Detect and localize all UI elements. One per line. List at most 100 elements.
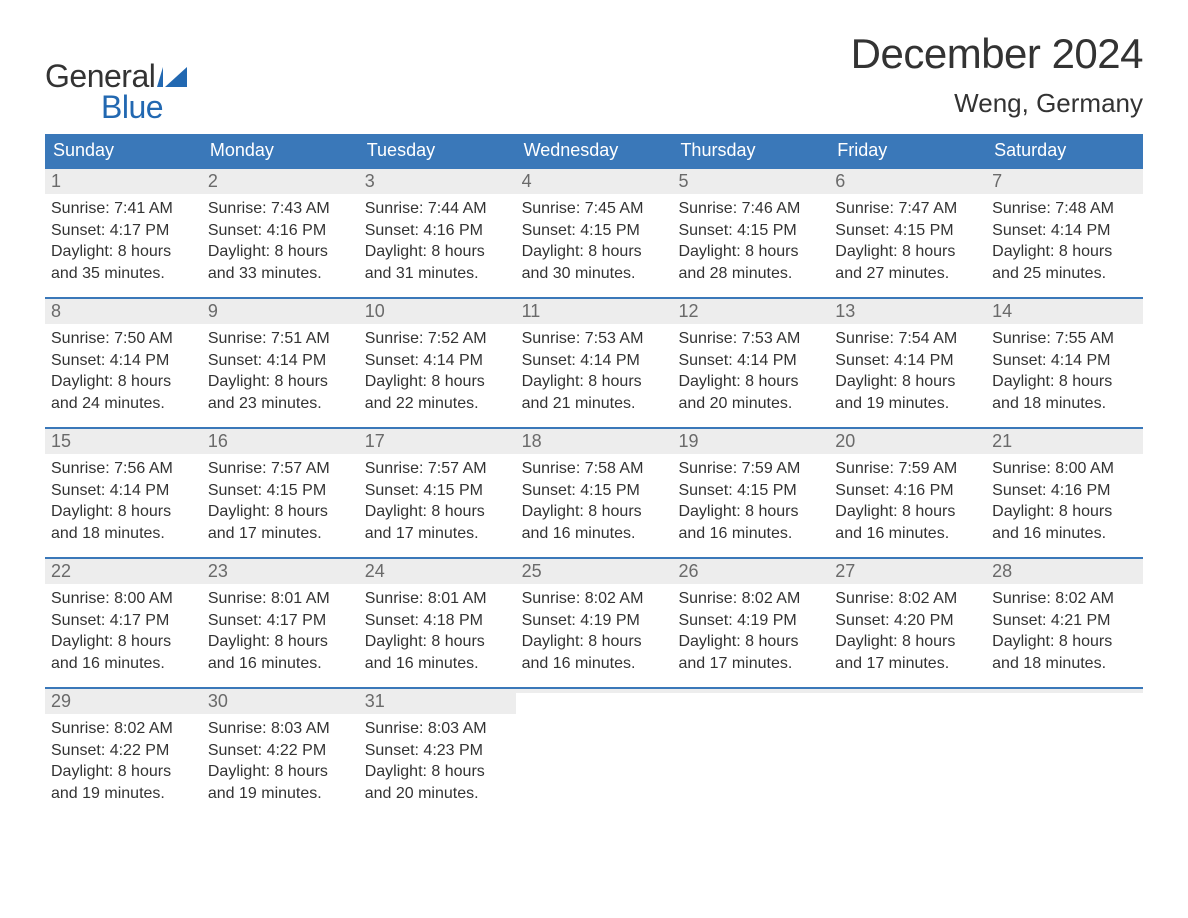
sunrise-line: Sunrise: 7:57 AM xyxy=(365,458,510,480)
header: General Blue December 2024 Weng, Germany xyxy=(45,30,1143,126)
daylight-line-1: Daylight: 8 hours xyxy=(208,501,353,523)
day-number-row: 1 xyxy=(45,169,202,194)
sunset-line: Sunset: 4:15 PM xyxy=(208,480,353,502)
day-number: 7 xyxy=(992,171,1002,191)
calendar-day: 23Sunrise: 8:01 AMSunset: 4:17 PMDayligh… xyxy=(202,559,359,687)
sunset-line: Sunset: 4:14 PM xyxy=(835,350,980,372)
calendar-day xyxy=(829,689,986,817)
sunrise-line: Sunrise: 8:03 AM xyxy=(365,718,510,740)
daylight-line-2: and 25 minutes. xyxy=(992,263,1137,285)
daylight-line-2: and 30 minutes. xyxy=(522,263,667,285)
daylight-line-2: and 31 minutes. xyxy=(365,263,510,285)
day-number-row xyxy=(986,689,1143,693)
day-number-row: 25 xyxy=(516,559,673,584)
day-body: Sunrise: 7:56 AMSunset: 4:14 PMDaylight:… xyxy=(45,454,202,554)
sunset-line: Sunset: 4:15 PM xyxy=(365,480,510,502)
daylight-line-2: and 16 minutes. xyxy=(522,653,667,675)
day-body: Sunrise: 7:47 AMSunset: 4:15 PMDaylight:… xyxy=(829,194,986,294)
brand-logo: General Blue xyxy=(45,58,187,126)
day-number-row: 8 xyxy=(45,299,202,324)
sunrise-line: Sunrise: 8:01 AM xyxy=(208,588,353,610)
daylight-line-1: Daylight: 8 hours xyxy=(835,501,980,523)
calendar-day: 27Sunrise: 8:02 AMSunset: 4:20 PMDayligh… xyxy=(829,559,986,687)
day-body: Sunrise: 8:02 AMSunset: 4:20 PMDaylight:… xyxy=(829,584,986,684)
day-number: 1 xyxy=(51,171,61,191)
sunset-line: Sunset: 4:14 PM xyxy=(51,480,196,502)
day-number-row xyxy=(516,689,673,693)
calendar-week: 1Sunrise: 7:41 AMSunset: 4:17 PMDaylight… xyxy=(45,167,1143,297)
sunrise-line: Sunrise: 8:00 AM xyxy=(992,458,1137,480)
calendar-day: 10Sunrise: 7:52 AMSunset: 4:14 PMDayligh… xyxy=(359,299,516,427)
sunset-line: Sunset: 4:17 PM xyxy=(51,610,196,632)
day-number: 25 xyxy=(522,561,542,581)
day-body: Sunrise: 7:48 AMSunset: 4:14 PMDaylight:… xyxy=(986,194,1143,294)
daylight-line-2: and 17 minutes. xyxy=(835,653,980,675)
month-title: December 2024 xyxy=(851,30,1143,78)
calendar-day: 22Sunrise: 8:00 AMSunset: 4:17 PMDayligh… xyxy=(45,559,202,687)
day-body: Sunrise: 7:57 AMSunset: 4:15 PMDaylight:… xyxy=(359,454,516,554)
daylight-line-1: Daylight: 8 hours xyxy=(992,241,1137,263)
sunset-line: Sunset: 4:22 PM xyxy=(51,740,196,762)
daylight-line-2: and 17 minutes. xyxy=(678,653,823,675)
calendar-week: 8Sunrise: 7:50 AMSunset: 4:14 PMDaylight… xyxy=(45,297,1143,427)
calendar-day: 11Sunrise: 7:53 AMSunset: 4:14 PMDayligh… xyxy=(516,299,673,427)
day-body: Sunrise: 8:03 AMSunset: 4:22 PMDaylight:… xyxy=(202,714,359,814)
calendar-day: 31Sunrise: 8:03 AMSunset: 4:23 PMDayligh… xyxy=(359,689,516,817)
day-body: Sunrise: 7:57 AMSunset: 4:15 PMDaylight:… xyxy=(202,454,359,554)
day-body: Sunrise: 7:44 AMSunset: 4:16 PMDaylight:… xyxy=(359,194,516,294)
sunset-line: Sunset: 4:23 PM xyxy=(365,740,510,762)
daylight-line-2: and 35 minutes. xyxy=(51,263,196,285)
daylight-line-1: Daylight: 8 hours xyxy=(365,501,510,523)
daylight-line-1: Daylight: 8 hours xyxy=(51,761,196,783)
daylight-line-2: and 20 minutes. xyxy=(678,393,823,415)
daylight-line-1: Daylight: 8 hours xyxy=(678,371,823,393)
weekday-header: Thursday xyxy=(672,134,829,167)
daylight-line-1: Daylight: 8 hours xyxy=(522,631,667,653)
daylight-line-2: and 28 minutes. xyxy=(678,263,823,285)
day-number-row: 13 xyxy=(829,299,986,324)
calendar-day: 21Sunrise: 8:00 AMSunset: 4:16 PMDayligh… xyxy=(986,429,1143,557)
sunset-line: Sunset: 4:17 PM xyxy=(51,220,196,242)
daylight-line-1: Daylight: 8 hours xyxy=(365,241,510,263)
sunrise-line: Sunrise: 7:53 AM xyxy=(522,328,667,350)
day-number: 23 xyxy=(208,561,228,581)
sunrise-line: Sunrise: 8:02 AM xyxy=(992,588,1137,610)
day-body: Sunrise: 8:02 AMSunset: 4:22 PMDaylight:… xyxy=(45,714,202,814)
sunrise-line: Sunrise: 7:41 AM xyxy=(51,198,196,220)
daylight-line-2: and 16 minutes. xyxy=(522,523,667,545)
day-number-row: 15 xyxy=(45,429,202,454)
sunrise-line: Sunrise: 7:48 AM xyxy=(992,198,1137,220)
location-label: Weng, Germany xyxy=(851,88,1143,119)
weekday-header: Friday xyxy=(829,134,986,167)
sunset-line: Sunset: 4:17 PM xyxy=(208,610,353,632)
day-number-row: 6 xyxy=(829,169,986,194)
day-number-row: 5 xyxy=(672,169,829,194)
daylight-line-1: Daylight: 8 hours xyxy=(678,241,823,263)
daylight-line-1: Daylight: 8 hours xyxy=(51,241,196,263)
sunrise-line: Sunrise: 7:54 AM xyxy=(835,328,980,350)
day-number-row: 12 xyxy=(672,299,829,324)
day-number-row: 19 xyxy=(672,429,829,454)
daylight-line-2: and 20 minutes. xyxy=(365,783,510,805)
day-body: Sunrise: 7:41 AMSunset: 4:17 PMDaylight:… xyxy=(45,194,202,294)
day-number: 24 xyxy=(365,561,385,581)
daylight-line-1: Daylight: 8 hours xyxy=(992,501,1137,523)
daylight-line-1: Daylight: 8 hours xyxy=(365,631,510,653)
sunrise-line: Sunrise: 8:02 AM xyxy=(51,718,196,740)
day-number: 13 xyxy=(835,301,855,321)
daylight-line-1: Daylight: 8 hours xyxy=(678,501,823,523)
day-body: Sunrise: 8:01 AMSunset: 4:18 PMDaylight:… xyxy=(359,584,516,684)
sunrise-line: Sunrise: 8:00 AM xyxy=(51,588,196,610)
calendar-day: 5Sunrise: 7:46 AMSunset: 4:15 PMDaylight… xyxy=(672,169,829,297)
sunset-line: Sunset: 4:18 PM xyxy=(365,610,510,632)
sunset-line: Sunset: 4:16 PM xyxy=(365,220,510,242)
sunrise-line: Sunrise: 7:52 AM xyxy=(365,328,510,350)
calendar-day: 30Sunrise: 8:03 AMSunset: 4:22 PMDayligh… xyxy=(202,689,359,817)
weekday-header: Sunday xyxy=(45,134,202,167)
daylight-line-1: Daylight: 8 hours xyxy=(835,631,980,653)
daylight-line-2: and 18 minutes. xyxy=(992,653,1137,675)
day-number: 11 xyxy=(522,301,541,321)
sunset-line: Sunset: 4:15 PM xyxy=(678,220,823,242)
daylight-line-2: and 17 minutes. xyxy=(208,523,353,545)
day-body: Sunrise: 8:02 AMSunset: 4:19 PMDaylight:… xyxy=(516,584,673,684)
